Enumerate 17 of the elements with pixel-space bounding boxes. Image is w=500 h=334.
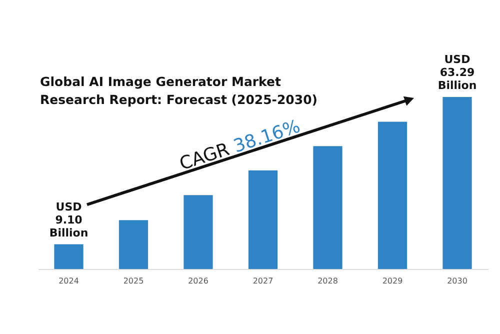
- bar: [118, 220, 148, 269]
- bar: [248, 170, 278, 269]
- chart-title: Global AI Image Generator Market Research Report: Forecast (2025-2030): [40, 74, 318, 107]
- data-label: USD 63.29 Billion: [438, 53, 477, 92]
- bar: [54, 244, 84, 269]
- x-tick-label: 2026: [188, 276, 208, 286]
- x-tick-label: 2024: [58, 276, 79, 286]
- x-tick-label: 2028: [318, 276, 338, 286]
- x-tick-label: 2027: [252, 276, 274, 286]
- bar: [184, 195, 213, 269]
- bar: [442, 97, 472, 269]
- bar: [313, 146, 342, 269]
- x-tick-label: 2029: [382, 276, 403, 286]
- x-tick-label: 2025: [123, 276, 144, 286]
- x-tick-label: 2030: [447, 276, 468, 286]
- data-label: USD 9.10 Billion: [49, 200, 88, 240]
- bar: [378, 122, 408, 269]
